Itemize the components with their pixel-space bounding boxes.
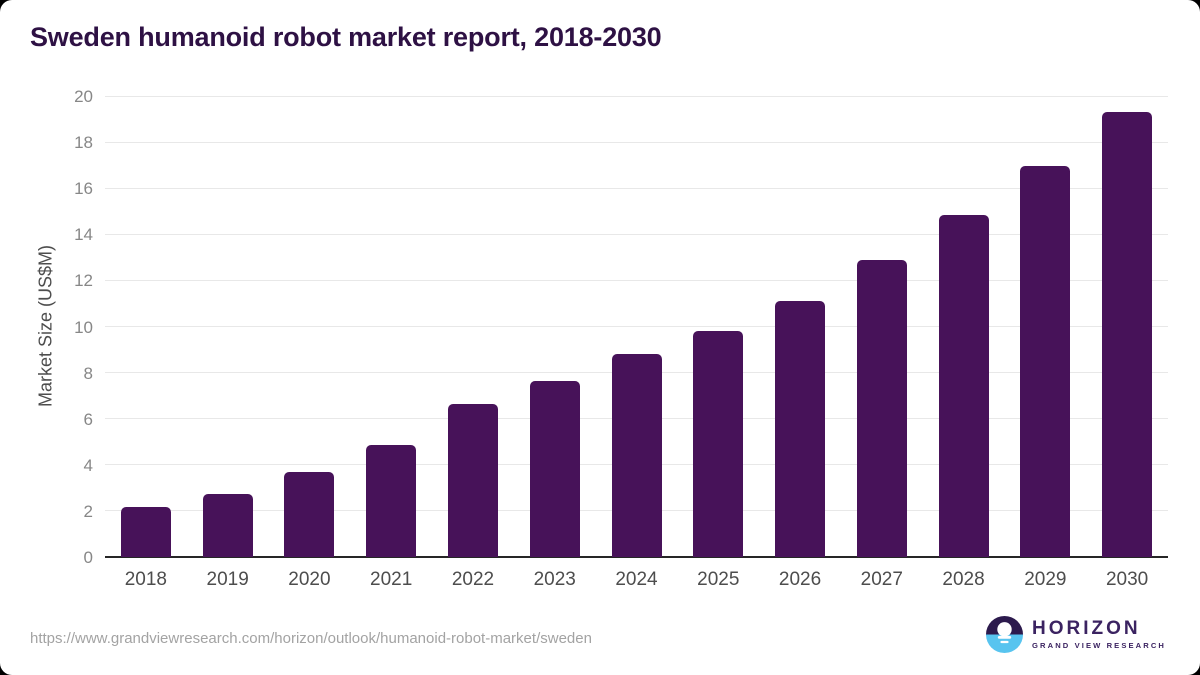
bar-2018	[120, 507, 171, 557]
y-tick-label-12: 12	[74, 271, 93, 291]
x-tick-label-2025: 2025	[697, 569, 740, 590]
x-axis-line	[105, 556, 1168, 558]
bar-2025	[693, 331, 744, 557]
y-tick-label-0: 0	[83, 548, 93, 567]
bar-2019	[202, 493, 253, 557]
horizon-logo-icon	[986, 616, 1024, 653]
gridline-y-12	[105, 279, 1168, 281]
y-tick-label-4: 4	[83, 455, 93, 475]
bar-2030	[1102, 112, 1153, 557]
page-title: Sweden humanoid robot market report, 201…	[30, 22, 662, 52]
horizon-logo-tagline: GRAND VIEW RESEARCH	[1032, 640, 1166, 650]
bar-2029	[1020, 166, 1071, 557]
bar-2024	[611, 354, 662, 557]
y-tick-label-18: 18	[74, 133, 93, 153]
x-tick-label-2019: 2019	[206, 569, 249, 590]
bar-2021	[366, 445, 417, 557]
gridline-y-14	[105, 233, 1168, 235]
gridline-y-10	[105, 326, 1168, 327]
gridline-y-20	[105, 95, 1168, 97]
x-tick-label-2018: 2018	[124, 569, 168, 590]
bar-chart-plot-area	[105, 95, 1168, 558]
y-tick-label-10: 10	[74, 317, 93, 337]
x-tick-label-2023: 2023	[533, 569, 576, 590]
y-tick-label-2: 2	[83, 501, 93, 521]
gridline-y-18	[105, 141, 1168, 143]
x-tick-label-2026: 2026	[778, 569, 822, 590]
x-tick-label-2029: 2029	[1024, 569, 1067, 590]
y-tick-label-20: 20	[74, 87, 93, 106]
bar-2027	[856, 259, 907, 557]
bar-2020	[284, 471, 335, 557]
bar-2028	[938, 214, 989, 557]
y-tick-label-6: 6	[83, 409, 93, 429]
horizon-logo-text: HORIZON GRAND VIEW RESEARCH	[1032, 619, 1166, 650]
y-tick-label-8: 8	[83, 363, 93, 383]
x-tick-label-2028: 2028	[942, 569, 985, 590]
x-tick-label-2022: 2022	[451, 569, 495, 590]
horizon-logo-brand: HORIZON	[1032, 618, 1141, 640]
x-tick-label-2030: 2030	[1105, 569, 1149, 590]
source-url: https://www.grandviewresearch.com/horizo…	[30, 630, 592, 647]
bar-2022	[447, 403, 498, 557]
y-tick-label-16: 16	[74, 179, 93, 199]
bar-2023	[529, 380, 580, 557]
gridline-y-16	[105, 187, 1168, 189]
x-tick-label-2021: 2021	[370, 569, 413, 590]
horizon-logo: HORIZON GRAND VIEW RESEARCH	[986, 616, 1166, 653]
x-tick-label-2020: 2020	[288, 569, 331, 590]
bar-2026	[775, 301, 826, 557]
x-tick-label-2027: 2027	[860, 569, 903, 590]
y-tick-label-14: 14	[74, 225, 93, 245]
x-tick-label-2024: 2024	[615, 569, 658, 590]
